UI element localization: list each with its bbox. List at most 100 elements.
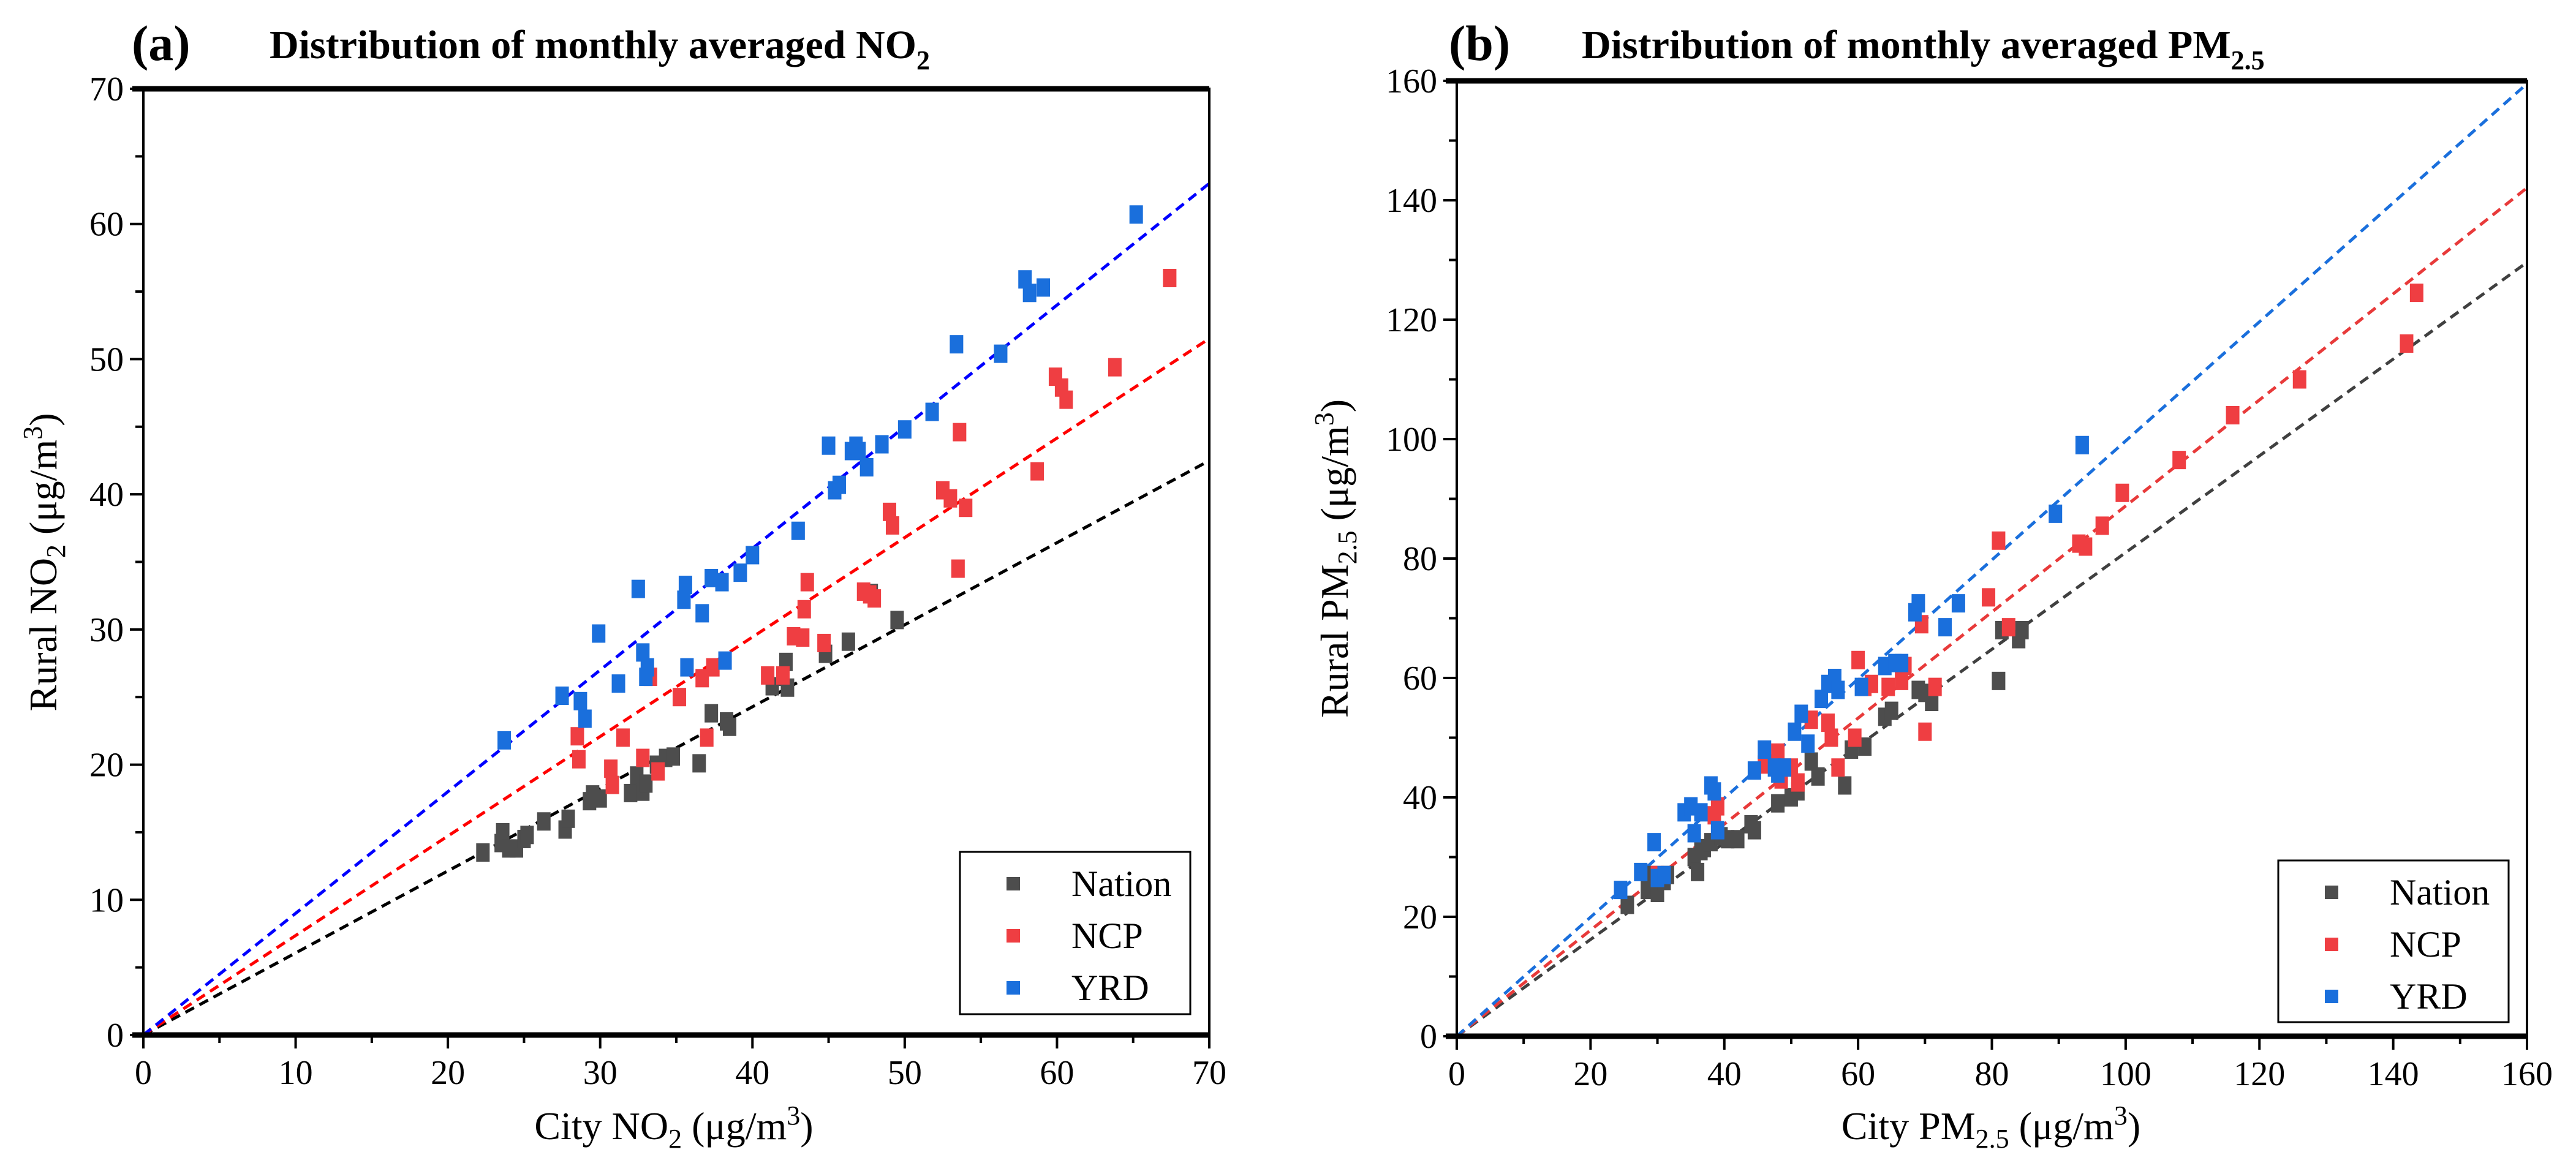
data-point-ncp xyxy=(2226,406,2240,424)
data-point-yrd xyxy=(1657,865,1671,884)
chart-title-b: Distribution of monthly averaged PM2.5 xyxy=(1582,23,2265,75)
legend-box xyxy=(2277,859,2510,1023)
y-tick-label-a: 60 xyxy=(89,206,124,244)
data-point-nation xyxy=(692,754,706,773)
data-point-ncp xyxy=(1992,531,2006,550)
data-point-ncp xyxy=(570,727,584,746)
series-ncp-a xyxy=(570,269,1177,794)
data-point-ncp xyxy=(885,516,899,535)
y-tick-label-b: 40 xyxy=(1403,779,1437,817)
data-point-yrd xyxy=(1687,824,1701,843)
x-tick-label-b: 60 xyxy=(1841,1055,1875,1093)
y-tick-label-b: 60 xyxy=(1403,660,1437,698)
y-tick-label-a: 20 xyxy=(89,747,124,785)
series-ncp-b xyxy=(1650,284,2423,884)
data-point-yrd xyxy=(677,590,691,609)
data-point-yrd xyxy=(1022,284,1037,303)
data-point-ncp xyxy=(2409,284,2423,303)
data-point-ncp xyxy=(1982,588,1996,607)
data-point-ncp xyxy=(959,499,973,518)
x-tick-label-b: 160 xyxy=(2501,1055,2553,1093)
data-point-yrd xyxy=(1815,690,1829,709)
data-point-yrd xyxy=(1895,653,1909,672)
data-point-ncp xyxy=(953,423,967,442)
data-point-nation xyxy=(593,789,607,808)
plot-area-a: 0 10 20 30 40 50 60 70 0 10 20 30 40 50 60 70 Nation NCP Y… xyxy=(89,70,1226,1092)
x-tick-label-b: 120 xyxy=(2234,1055,2285,1093)
data-point-nation xyxy=(1804,752,1818,771)
chart-title-a: Distribution of monthly averaged NO2 xyxy=(270,23,930,75)
data-point-ncp xyxy=(2172,451,2186,470)
data-point-yrd xyxy=(1647,833,1661,852)
data-point-yrd xyxy=(695,604,709,623)
data-point-yrd xyxy=(950,335,964,354)
chart-title-a-main: Distribution of monthly averaged NO xyxy=(270,23,916,67)
data-point-ncp xyxy=(776,666,790,685)
series-nation-b xyxy=(1620,621,2029,914)
data-point-yrd xyxy=(631,579,645,598)
y-tick-label-a: 0 xyxy=(107,1017,124,1055)
data-point-yrd xyxy=(1710,821,1724,840)
data-point-yrd xyxy=(639,668,653,687)
data-point-ncp xyxy=(616,728,630,747)
data-point-nation xyxy=(1620,895,1634,914)
x-tick-label-a: 20 xyxy=(431,1054,465,1092)
data-point-ncp xyxy=(943,489,958,508)
series-yrd-b xyxy=(1614,435,2089,900)
data-point-nation xyxy=(561,809,575,828)
data-point-nation xyxy=(1925,693,1939,711)
x-tick-label-a: 40 xyxy=(735,1054,769,1092)
chart-title-b-main: Distribution of monthly averaged PM xyxy=(1582,23,2231,67)
data-point-ncp xyxy=(2292,370,2306,389)
panel-label-b: (b) xyxy=(1449,15,1510,71)
data-point-ncp xyxy=(1108,358,1122,377)
legend-label-nation: Nation xyxy=(1071,864,1171,904)
data-point-yrd xyxy=(1694,803,1708,822)
data-point-ncp xyxy=(1710,797,1724,816)
data-point-yrd xyxy=(852,442,866,461)
data-point-yrd xyxy=(1938,618,1952,637)
data-point-nation xyxy=(537,812,551,831)
y-tick-label-a: 30 xyxy=(89,611,124,649)
data-point-yrd xyxy=(1634,862,1648,881)
y-tick-label-b: 160 xyxy=(1386,62,1437,100)
data-point-ncp xyxy=(1895,671,1909,690)
data-point-ncp xyxy=(695,669,709,688)
data-point-ncp xyxy=(651,762,665,781)
data-point-yrd xyxy=(718,651,732,670)
data-point-yrd xyxy=(2049,504,2063,523)
y-tick-label-b: 140 xyxy=(1386,182,1437,220)
x-tick-label-a: 70 xyxy=(1192,1054,1226,1092)
data-point-nation xyxy=(2015,621,2029,639)
data-point-yrd xyxy=(746,546,760,565)
data-point-yrd xyxy=(680,658,694,677)
data-point-yrd xyxy=(592,624,606,643)
data-point-yrd xyxy=(791,521,805,540)
x-tick-label-a: 0 xyxy=(135,1054,152,1092)
x-tick-label-a: 60 xyxy=(1040,1054,1074,1092)
data-point-yrd xyxy=(678,576,692,595)
data-point-yrd xyxy=(925,402,939,421)
data-point-nation xyxy=(1731,830,1745,849)
y-tick-label-a: 50 xyxy=(89,341,124,378)
data-point-ncp xyxy=(1059,390,1073,409)
legend-label-ncp: NCP xyxy=(2390,924,2461,965)
data-point-yrd xyxy=(1037,278,1051,297)
data-point-yrd xyxy=(2075,435,2089,454)
data-point-ncp xyxy=(800,573,814,592)
panel-label-a: (a) xyxy=(132,15,191,71)
data-point-ncp xyxy=(1791,773,1805,792)
y-tick-label-a: 40 xyxy=(89,476,124,514)
data-point-nation xyxy=(890,611,904,630)
data-point-yrd xyxy=(822,436,836,455)
fit-line-ncp-b xyxy=(1456,186,2528,1037)
data-point-ncp xyxy=(1030,462,1044,481)
data-point-yrd xyxy=(994,344,1008,363)
data-point-yrd xyxy=(875,435,889,454)
data-point-yrd xyxy=(1794,704,1808,723)
data-point-nation xyxy=(1811,767,1825,786)
y-tick-label-a: 10 xyxy=(89,881,124,919)
x-tick-label-b: 80 xyxy=(1975,1055,2009,1093)
data-point-nation xyxy=(841,632,855,651)
